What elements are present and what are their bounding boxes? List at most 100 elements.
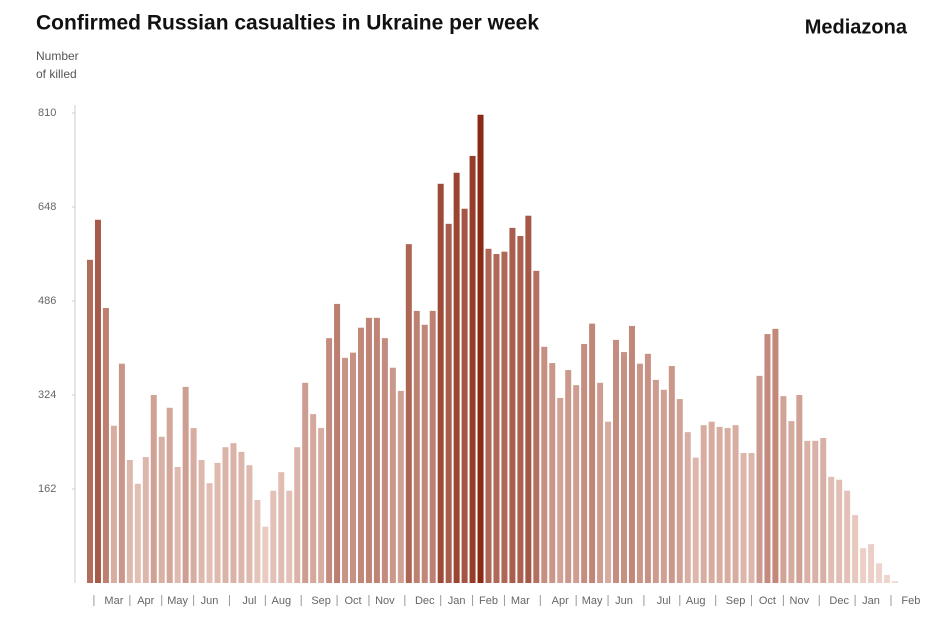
y-axis-label: of killed bbox=[36, 67, 77, 81]
bar bbox=[485, 248, 492, 583]
x-tick-label: Oct bbox=[344, 595, 361, 607]
bar bbox=[158, 436, 165, 583]
bar bbox=[676, 399, 683, 583]
bar bbox=[517, 236, 524, 584]
x-tick-label: May bbox=[167, 595, 188, 607]
bar bbox=[501, 251, 508, 583]
bar bbox=[740, 453, 747, 583]
bar bbox=[206, 483, 213, 583]
bar bbox=[724, 428, 731, 583]
bar bbox=[509, 227, 516, 583]
bar bbox=[94, 219, 101, 583]
x-tick-label: Apr bbox=[552, 595, 569, 607]
chart-title: Confirmed Russian casualties in Ukraine … bbox=[36, 12, 539, 35]
bar bbox=[318, 428, 325, 583]
bar bbox=[605, 421, 612, 583]
bar bbox=[350, 352, 357, 583]
x-tick-label: Feb bbox=[479, 595, 498, 607]
bar bbox=[557, 397, 564, 583]
bar bbox=[549, 363, 556, 583]
bar bbox=[342, 357, 349, 583]
bar bbox=[453, 172, 460, 583]
bar bbox=[174, 466, 181, 583]
bar bbox=[772, 328, 779, 583]
x-tick-label: Jun bbox=[201, 595, 219, 607]
y-tick-label: 486 bbox=[38, 295, 56, 307]
bar bbox=[429, 310, 436, 583]
x-tick-label: Mar bbox=[511, 595, 530, 607]
bar bbox=[597, 382, 604, 583]
x-tick-label: Aug bbox=[271, 595, 291, 607]
x-tick-label: Jul bbox=[657, 595, 671, 607]
bar bbox=[732, 425, 739, 583]
bar bbox=[493, 254, 500, 583]
bar bbox=[286, 490, 293, 583]
bar bbox=[87, 259, 93, 583]
bar bbox=[884, 574, 890, 583]
bar bbox=[613, 339, 620, 583]
bar bbox=[525, 215, 532, 583]
bar bbox=[365, 317, 372, 583]
bar bbox=[652, 379, 659, 583]
x-tick-label: Jan bbox=[862, 595, 880, 607]
bar bbox=[876, 563, 883, 583]
bar bbox=[262, 526, 269, 583]
bar bbox=[573, 385, 580, 583]
bar bbox=[254, 500, 261, 583]
bar bbox=[581, 343, 588, 583]
bar bbox=[278, 472, 285, 583]
x-tick-label: Dec bbox=[415, 595, 435, 607]
x-tick-label: Apr bbox=[137, 595, 154, 607]
bar bbox=[828, 476, 835, 583]
bar bbox=[700, 425, 707, 583]
bar bbox=[437, 183, 444, 583]
bar bbox=[668, 365, 675, 583]
bar bbox=[334, 303, 341, 583]
bar bbox=[836, 479, 843, 583]
bar bbox=[397, 390, 404, 583]
bar bbox=[294, 447, 301, 583]
bar bbox=[716, 426, 723, 583]
bar bbox=[477, 114, 484, 584]
bar bbox=[820, 437, 827, 583]
bar bbox=[310, 414, 317, 583]
bar bbox=[844, 490, 851, 583]
bar bbox=[110, 425, 117, 583]
bar bbox=[445, 223, 452, 584]
y-axis-label: Number bbox=[36, 49, 79, 63]
y-tick-label: 648 bbox=[38, 201, 56, 213]
bar bbox=[373, 317, 380, 583]
bar bbox=[222, 447, 229, 583]
bar bbox=[620, 352, 627, 583]
bar bbox=[246, 465, 253, 583]
x-tick-label: Aug bbox=[686, 595, 706, 607]
bar bbox=[748, 453, 755, 583]
x-tick-label: Jul bbox=[242, 595, 256, 607]
bar bbox=[852, 515, 859, 583]
bar bbox=[357, 327, 364, 583]
bar bbox=[788, 421, 795, 583]
bar bbox=[270, 490, 277, 583]
bar bbox=[126, 459, 133, 583]
bar bbox=[589, 323, 596, 583]
bar bbox=[533, 270, 540, 583]
bar bbox=[708, 421, 715, 583]
bar bbox=[150, 395, 157, 583]
x-tick-label: Feb bbox=[901, 595, 920, 607]
x-tick-label: Jan bbox=[448, 595, 466, 607]
bar bbox=[812, 440, 819, 583]
x-tick-label: Nov bbox=[790, 595, 810, 607]
bar bbox=[684, 432, 691, 583]
x-tick-label: Sep bbox=[311, 595, 331, 607]
bar bbox=[796, 395, 803, 583]
x-tick-label: Sep bbox=[726, 595, 746, 607]
bar bbox=[692, 457, 699, 583]
x-tick-label: Jun bbox=[615, 595, 633, 607]
bar bbox=[166, 407, 173, 583]
y-tick-label: 810 bbox=[38, 107, 56, 119]
x-tick-label: Nov bbox=[375, 595, 395, 607]
bar bbox=[413, 310, 420, 583]
bar bbox=[389, 367, 396, 583]
x-tick-label: May bbox=[582, 595, 603, 607]
